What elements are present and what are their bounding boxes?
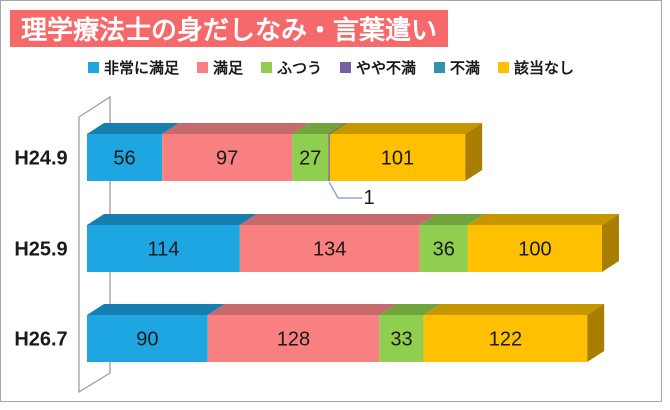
legend-label: やや不満 [356, 60, 417, 77]
bar-top-face [467, 214, 619, 225]
value-label: 128 [277, 329, 310, 351]
legend-swatch-icon [87, 62, 99, 73]
bar-segment [162, 134, 293, 181]
bar-side-face [587, 304, 605, 362]
legend-swatch-icon [498, 62, 510, 73]
bar-segment [419, 225, 468, 272]
value-label: 134 [313, 239, 346, 261]
bar-top-face [207, 304, 397, 315]
value-label: 90 [136, 329, 158, 351]
bar-top-face [379, 304, 441, 315]
bar-segment [379, 315, 424, 362]
legend-swatch-icon [340, 62, 351, 73]
bar-segment [423, 315, 588, 362]
category-label: H26.7 [14, 329, 67, 351]
value-label: 114 [147, 239, 179, 261]
legend-label: 該当なし [514, 60, 575, 77]
value-label: 36 [433, 239, 455, 261]
value-label: 97 [216, 148, 238, 170]
bar-top-face [419, 214, 485, 225]
legend-swatch-icon [434, 62, 446, 73]
bar-top-face [292, 123, 346, 134]
bar-segment [328, 134, 331, 181]
bar-segment [467, 225, 602, 272]
legend-item: ふつう [260, 57, 322, 78]
bar-segment [87, 315, 208, 362]
legend-swatch-icon [260, 62, 272, 73]
legend-label: 非常に満足 [103, 60, 179, 77]
chart-title-banner: 理学療法士の身だしなみ・言葉遣い [10, 10, 449, 47]
category-label: H25.9 [14, 239, 67, 261]
legend-swatch-icon [196, 62, 208, 73]
bar-segment [87, 225, 240, 272]
bar-side-face [465, 123, 483, 181]
legend-item: 不満 [434, 57, 480, 78]
bar-segment [329, 134, 466, 181]
value-label: 122 [489, 329, 522, 351]
bar-segment [292, 134, 329, 181]
chart-legend: 非常に満足 満足 ふつう やや不満 不満 該当なし [0, 57, 662, 78]
category-label: H24.9 [14, 148, 67, 170]
value-label: 56 [113, 148, 135, 170]
legend-label: 満足 [212, 60, 243, 77]
bar-top-face [423, 304, 605, 315]
bar-top-face [87, 214, 257, 225]
bar-top-face [87, 304, 225, 315]
value-label: 33 [390, 329, 412, 351]
bar-side-face [601, 214, 619, 272]
legend-item: やや不満 [340, 57, 416, 78]
bar-top-face [239, 214, 437, 225]
value-label: 27 [299, 148, 321, 170]
bar-top-face [162, 123, 310, 134]
bar-segment [207, 315, 380, 362]
legend-label: 不満 [450, 60, 481, 77]
value-label: 100 [518, 239, 551, 261]
legend-item: 非常に満足 [87, 57, 179, 78]
bar-segment [87, 134, 163, 181]
callout-value-label: 1 [363, 187, 374, 209]
bar-segment [239, 225, 420, 272]
legend-label: ふつう [276, 60, 322, 77]
legend-item: 該当なし [498, 57, 574, 78]
callout-leader-line [328, 181, 363, 199]
bar-top-face [87, 123, 180, 134]
value-label: 101 [381, 148, 414, 170]
legend-item: 満足 [196, 57, 243, 78]
bar-top-face [329, 123, 483, 134]
chart-title: 理学療法士の身だしなみ・言葉遣い [21, 15, 438, 45]
